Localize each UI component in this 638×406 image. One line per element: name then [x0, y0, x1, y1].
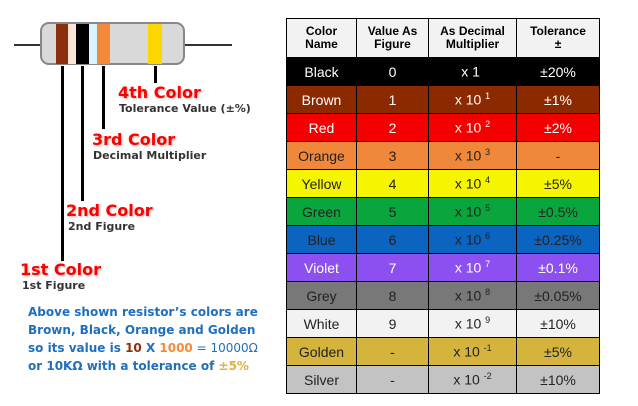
- note-line: or 10KΩ with a tolerance of ±5%: [28, 357, 258, 375]
- color-name: Brown: [286, 85, 357, 114]
- figure-value: 8: [356, 281, 429, 310]
- color-name: Red: [286, 113, 357, 142]
- color-name: White: [286, 309, 357, 338]
- note-text: X: [141, 341, 160, 355]
- color-name: Black: [286, 57, 357, 86]
- color-name: Silver: [286, 365, 357, 394]
- table-row-red: Red 2 x 10 2 ±2%: [286, 113, 600, 142]
- band-3-orange: [97, 24, 110, 64]
- multiplier: x 10 5: [428, 197, 517, 226]
- color-name: Grey: [286, 281, 357, 310]
- note-tolerance: ±5%: [218, 359, 249, 373]
- note-text: so its value is: [28, 341, 126, 355]
- tolerance: ±0.25%: [516, 225, 600, 254]
- table-row-golden: Golden - x 10 -1 ±5%: [286, 337, 600, 366]
- label-2nd-subtitle: 2nd Figure: [68, 220, 136, 233]
- note-line: so its value is 10 X 1000 = 10000Ω: [28, 339, 258, 357]
- color-name: Orange: [286, 141, 357, 170]
- table-row-green: Green 5 x 10 5 ±0.5%: [286, 197, 600, 226]
- band-gap: [89, 24, 97, 64]
- multiplier: x 1: [428, 57, 517, 86]
- note-result: = 10000Ω: [192, 341, 258, 355]
- tolerance: ±1%: [516, 85, 600, 114]
- figure-value: 5: [356, 197, 429, 226]
- label-1st-color: 1st Color: [20, 260, 101, 279]
- tolerance: ±5%: [516, 169, 600, 198]
- table-row-silver: Silver - x 10 -2 ±10%: [286, 365, 600, 394]
- table-row-orange: Orange 3 x 10 3 -: [286, 141, 600, 170]
- note-line: Brown, Black, Orange and Golden: [28, 323, 256, 337]
- figure-value: -: [356, 365, 429, 394]
- tolerance: ±0.5%: [516, 197, 600, 226]
- color-code-table: Color Name Value As Figure As Decimal Multipl…: [286, 18, 600, 394]
- tolerance: ±5%: [516, 337, 600, 366]
- band-gap: [68, 24, 76, 64]
- table-row-blue: Blue 6 x 10 6 ±0.25%: [286, 225, 600, 254]
- table-body: Black 0 x 1 ±20% Brown 1 x 10 1 ±1% Red 2 …: [286, 57, 600, 394]
- band-1-brown: [56, 24, 68, 64]
- band-2-black: [76, 24, 89, 64]
- figure-value: -: [356, 337, 429, 366]
- figure-value: 1: [356, 85, 429, 114]
- column-header: Tolerance ±: [516, 18, 600, 58]
- column-header: Color Name: [286, 18, 357, 58]
- table-row-black: Black 0 x 1 ±20%: [286, 57, 600, 86]
- table-row-brown: Brown 1 x 10 1 ±1%: [286, 85, 600, 114]
- column-header: As Decimal Multiplier: [428, 18, 517, 58]
- label-2nd-color: 2nd Color: [66, 201, 153, 220]
- band-4-gold: [148, 24, 162, 64]
- pointer-line-4: [154, 66, 157, 83]
- pointer-line-2: [81, 66, 84, 201]
- label-4th-subtitle: Tolerance Value (±%): [119, 102, 251, 115]
- resistor-lead-right: [184, 44, 232, 46]
- tolerance: ±0.05%: [516, 281, 600, 310]
- figure-value: 4: [356, 169, 429, 198]
- multiplier: x 10 -1: [428, 337, 517, 366]
- tolerance: ±20%: [516, 57, 600, 86]
- color-name: Blue: [286, 225, 357, 254]
- figure-value: 6: [356, 225, 429, 254]
- figure-value: 2: [356, 113, 429, 142]
- table-row-yellow: Yellow 4 x 10 4 ±5%: [286, 169, 600, 198]
- label-4th-color: 4th Color: [118, 83, 201, 102]
- note-multiplier: 1000: [159, 341, 193, 355]
- pointer-line-1: [61, 66, 64, 261]
- tolerance: -: [516, 141, 600, 170]
- color-name: Golden: [286, 337, 357, 366]
- color-name: Yellow: [286, 169, 357, 198]
- note-line: Above shown resistor’s colors are: [28, 305, 258, 319]
- multiplier: x 10 9: [428, 309, 517, 338]
- column-header: Value As Figure: [356, 18, 429, 58]
- tolerance: ±2%: [516, 113, 600, 142]
- tolerance: ±10%: [516, 365, 600, 394]
- multiplier: x 10 4: [428, 169, 517, 198]
- tolerance: ±10%: [516, 309, 600, 338]
- multiplier: x 10 1: [428, 85, 517, 114]
- multiplier: x 10 6: [428, 225, 517, 254]
- tolerance: ±0.1%: [516, 253, 600, 282]
- table-row-violet: Violet 7 x 10 7 ±0.1%: [286, 253, 600, 282]
- label-3rd-color: 3rd Color: [92, 130, 176, 149]
- multiplier: x 10 -2: [428, 365, 517, 394]
- figure-value: 7: [356, 253, 429, 282]
- example-note: Above shown resistor’s colors are Brown,…: [28, 303, 258, 375]
- multiplier: x 10 8: [428, 281, 517, 310]
- note-text: or 10KΩ with a tolerance of: [28, 359, 219, 373]
- figure-value: 0: [356, 57, 429, 86]
- table-row-white: White 9 x 10 9 ±10%: [286, 309, 600, 338]
- multiplier: x 10 7: [428, 253, 517, 282]
- multiplier: x 10 3: [428, 141, 517, 170]
- table-row-grey: Grey 8 x 10 8 ±0.05%: [286, 281, 600, 310]
- label-1st-subtitle: 1st Figure: [22, 279, 86, 292]
- color-name: Violet: [286, 253, 357, 282]
- multiplier: x 10 2: [428, 113, 517, 142]
- label-3rd-subtitle: Decimal Multiplier: [93, 149, 207, 162]
- note-value: 10: [125, 341, 142, 355]
- resistor-lead-left: [14, 44, 42, 46]
- pointer-line-3: [102, 66, 105, 129]
- table-header: Color Name Value As Figure As Decimal Multipl…: [286, 18, 600, 58]
- figure-value: 9: [356, 309, 429, 338]
- figure-value: 3: [356, 141, 429, 170]
- color-name: Green: [286, 197, 357, 226]
